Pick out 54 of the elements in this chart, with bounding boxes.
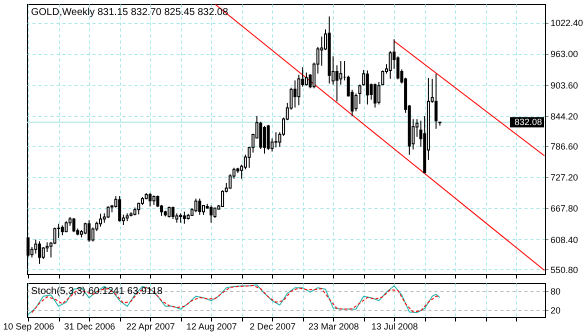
y-tick-label: 667.80: [550, 204, 578, 214]
y-tick-label: 844.20: [550, 111, 578, 122]
y-tick-label: 903.60: [550, 80, 578, 90]
candlestick: [293, 80, 296, 108]
candlestick: [148, 192, 152, 207]
y-tick-label: 786.60: [550, 142, 578, 152]
candlestick: [106, 206, 110, 219]
candlestick: [374, 83, 377, 108]
x-tick-label: 10 Sep 2006: [3, 322, 54, 332]
y-tick-label: 1022.40: [550, 18, 584, 28]
candlestick: [179, 212, 182, 224]
candlestick: [171, 206, 174, 220]
candlestick: [221, 190, 224, 208]
candlestick: [99, 213, 102, 228]
candlestick: [60, 224, 64, 236]
candlestick: [53, 227, 56, 245]
candlestick: [72, 218, 76, 233]
y-tick-label: 550.80: [550, 264, 578, 275]
y-tick-label: 727.20: [550, 172, 578, 183]
candlestick: [168, 206, 171, 218]
candlestick: [366, 70, 369, 105]
x-tick-label: 22 Apr 2007: [126, 322, 175, 332]
candlestick: [335, 64, 338, 102]
candlestick: [274, 132, 278, 148]
x-tick-label: 2 Dec 2007: [250, 322, 296, 332]
candlestick: [434, 73, 438, 130]
candlestick: [259, 121, 262, 150]
candlestick: [182, 211, 186, 224]
candlestick: [118, 196, 122, 222]
candlestick: [304, 72, 308, 86]
candlestick: [339, 60, 342, 86]
y-tick-label: 20: [550, 306, 561, 316]
y-tick-label: 608.40: [550, 234, 578, 245]
x-tick-label: 13 Jul 2008: [371, 322, 418, 332]
x-tick-label: 31 Dec 2006: [64, 322, 116, 332]
candlestick: [34, 239, 38, 254]
candlestick: [38, 240, 42, 264]
candlestick: [210, 204, 213, 224]
candlestick: [262, 125, 266, 154]
candlestick: [152, 195, 156, 206]
candlestick: [198, 198, 202, 216]
candlestick: [266, 124, 270, 150]
y-tick-label: 963.00: [550, 49, 578, 60]
candlestick: [396, 56, 400, 80]
ref-line-label: 832.08: [514, 117, 542, 128]
candlestick: [354, 92, 358, 112]
candlestick: [156, 195, 160, 208]
candlestick: [213, 207, 216, 219]
x-tick-label: 23 Mar 2008: [308, 322, 359, 332]
candlestick: [88, 220, 91, 242]
x-tick-label: 12 Aug 2007: [186, 322, 237, 332]
y-tick-label: 80: [550, 286, 561, 297]
candlestick: [42, 246, 45, 260]
candlestick: [194, 198, 198, 213]
